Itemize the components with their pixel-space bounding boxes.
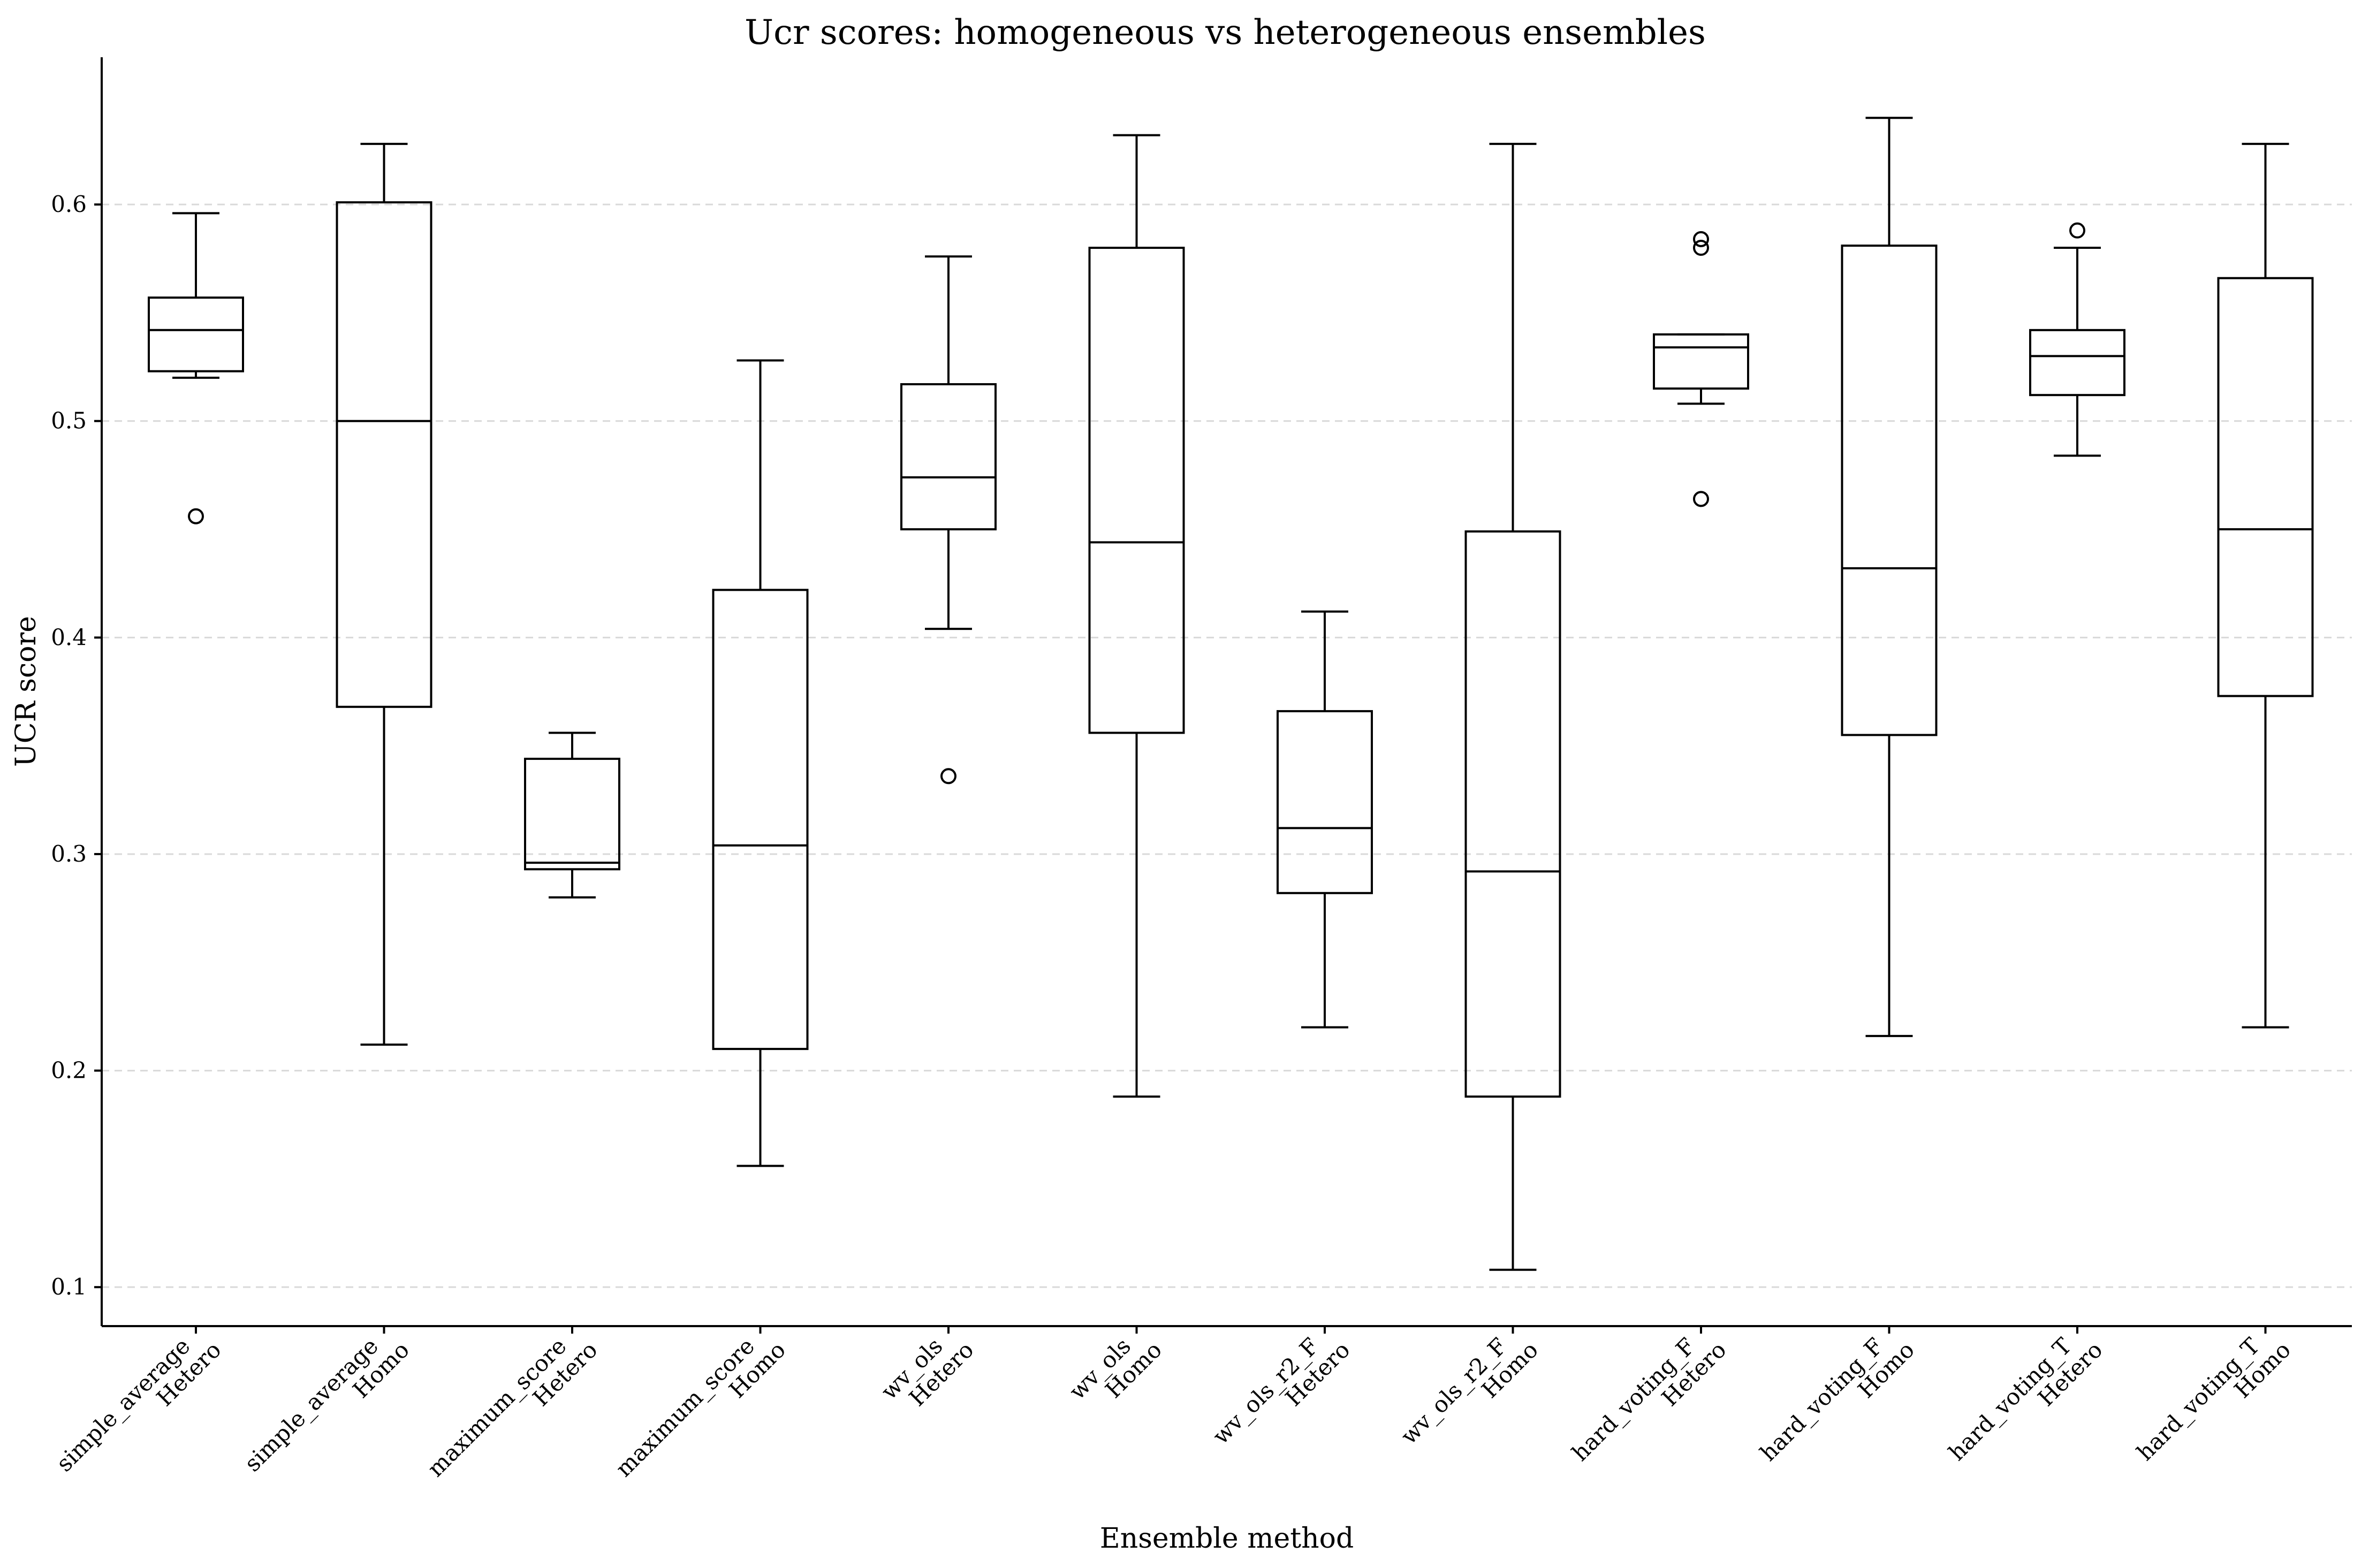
y-tick-label: 0.2 (51, 1057, 87, 1084)
box-group (2029, 222, 2125, 457)
box-group (148, 212, 244, 524)
x-tick-label-method: simple_average (239, 1333, 383, 1476)
iqr-box (1277, 710, 1373, 894)
iqr-box (712, 589, 809, 1051)
outlier-point (940, 768, 956, 785)
iqr-box (900, 383, 997, 531)
y-axis-label: UCR score (10, 616, 42, 767)
iqr-box (1464, 530, 1561, 1098)
outlier-point (2069, 222, 2085, 239)
box-group (712, 359, 809, 1167)
iqr-box (1841, 245, 1938, 736)
box-group (1088, 134, 1185, 1098)
chart-title: Ucr scores: homogeneous vs heterogeneous… (745, 13, 1706, 52)
box-group (1841, 117, 1938, 1037)
iqr-box (2217, 277, 2314, 697)
box-group (900, 255, 997, 785)
outlier-point (1693, 231, 1709, 247)
grid-lines (102, 203, 2352, 1288)
y-tick-label: 0.3 (51, 841, 87, 867)
outlier-point (188, 508, 204, 524)
iqr-box (1653, 333, 1749, 390)
iqr-box (148, 296, 244, 372)
y-tick-label: 0.5 (51, 408, 87, 434)
box-group (336, 142, 432, 1046)
box-group (2217, 142, 2314, 1029)
iqr-box (1088, 247, 1185, 734)
boxes-layer (148, 117, 2314, 1271)
x-tick-label-method: maximum_score (610, 1333, 760, 1482)
axes (101, 57, 2352, 1327)
x-axis-label: Ensemble method (1100, 1523, 1354, 1555)
iqr-box (336, 201, 432, 708)
y-tick-label: 0.6 (51, 191, 87, 217)
box-group (1653, 231, 1749, 507)
y-tick-label: 0.4 (51, 624, 87, 650)
y-ticks: 0.1 0.2 0.3 0.4 0.5 0.6 (51, 191, 102, 1300)
box-group (1277, 610, 1373, 1029)
box-group (1464, 142, 1561, 1271)
box-group (524, 732, 620, 899)
iqr-box (2029, 329, 2125, 397)
y-tick-label: 0.1 (51, 1274, 87, 1300)
outlier-point (1693, 240, 1709, 256)
outlier-point (1693, 491, 1709, 507)
iqr-box (524, 757, 620, 871)
